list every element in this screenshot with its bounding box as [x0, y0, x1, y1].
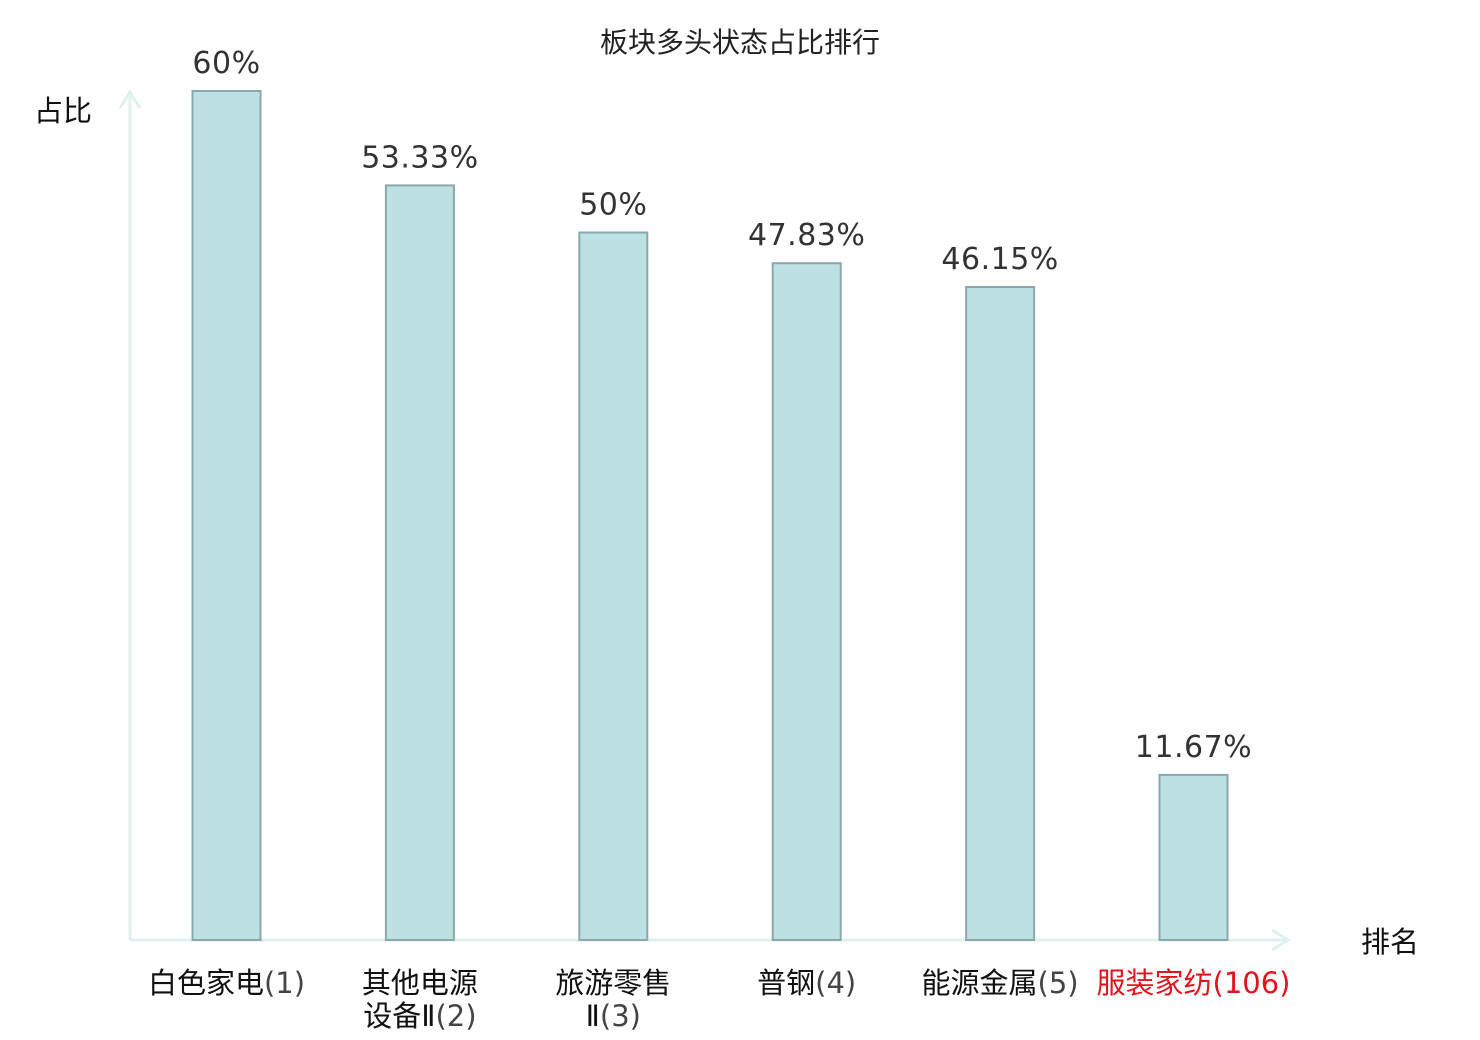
x-axis-label: 排名: [1361, 925, 1419, 959]
value-label: 47.83%: [748, 218, 865, 253]
y-axis: [118, 89, 142, 940]
category-label: 普钢(4): [757, 966, 856, 1000]
bar: [191, 90, 262, 941]
value-label: 50%: [579, 188, 647, 223]
bar: [965, 286, 1036, 941]
bar: [384, 184, 455, 941]
category-labels-group: 白色家电(1) 其他电源设备Ⅱ(2) 旅游零售 Ⅱ(3) 普钢(4) 能源金属(5) 服装家…: [148, 966, 1291, 1033]
value-label: 60%: [192, 46, 260, 81]
category-label: 旅游零售 Ⅱ(3): [555, 966, 671, 1033]
bar: [1158, 773, 1229, 942]
value-label: 46.15%: [941, 242, 1058, 277]
category-label: 能源金属(5): [922, 966, 1079, 1000]
value-labels-group: 60% 53.33% 50% 47.83% 46.15% 11.67%: [192, 46, 1252, 765]
category-label: 服装家纺(106): [1097, 966, 1291, 1000]
bar: [578, 231, 649, 941]
bars-group: [191, 90, 1229, 942]
category-label: 白色家电(1): [148, 966, 305, 1000]
chart-title: 板块多头状态占比排行: [600, 26, 880, 59]
bar: [771, 262, 842, 941]
x-axis: [130, 928, 1291, 952]
y-axis-label: 占比: [34, 94, 92, 128]
value-label: 11.67%: [1135, 730, 1252, 765]
category-label: 其他电源设备Ⅱ(2): [362, 966, 478, 1033]
value-label: 53.33%: [361, 140, 478, 175]
